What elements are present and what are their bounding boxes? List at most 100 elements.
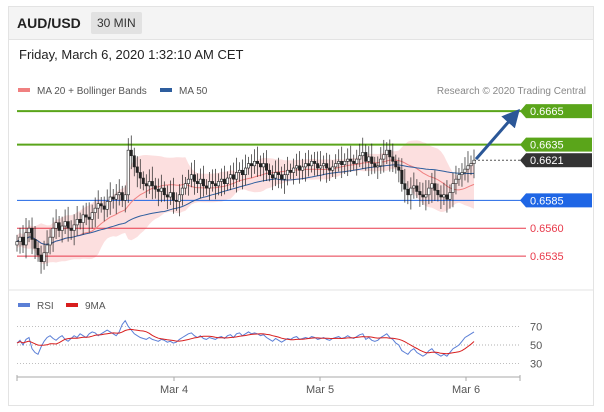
candle-body-141 <box>439 194 443 198</box>
candle-body-87 <box>277 172 281 176</box>
level-label-3: 0.6585 <box>530 195 564 207</box>
candle-body-95 <box>301 166 305 171</box>
candle-body-105 <box>331 166 335 171</box>
symbol-title: AUD/USD <box>17 15 81 31</box>
candle-body-114 <box>358 155 362 160</box>
level-tag-tip-0 <box>520 104 526 119</box>
candle-body-152 <box>472 159 476 164</box>
candle-body-30 <box>105 201 109 210</box>
candle-body-65 <box>210 181 214 184</box>
candle-body-55 <box>180 187 184 196</box>
candle-body-117 <box>367 156 371 162</box>
candle-body-38 <box>129 149 133 157</box>
candle-body-8 <box>39 254 43 262</box>
rsi-legend-swatch-0 <box>18 303 30 307</box>
candle-body-50 <box>165 194 169 198</box>
candle-body-3 <box>24 232 28 246</box>
candle-body-137 <box>427 187 431 196</box>
candle-body-0 <box>15 241 19 246</box>
candle-body-59 <box>192 174 196 182</box>
candle-body-47 <box>156 188 160 192</box>
candle-body-119 <box>373 163 377 168</box>
level-label-1: 0.6635 <box>530 140 564 152</box>
candle-body-77 <box>247 163 251 169</box>
candle-body-98 <box>310 161 314 167</box>
level-tag-1 <box>526 137 592 152</box>
candle-body-54 <box>177 194 181 202</box>
candle-body-25 <box>90 212 94 220</box>
candle-body-32 <box>111 196 115 200</box>
candle-body-23 <box>84 214 88 218</box>
candle-body-128 <box>400 169 404 184</box>
candle-body-71 <box>228 174 232 179</box>
rsi-legend-swatch-1 <box>66 303 78 307</box>
legend-label-1: MA 50 <box>179 86 208 97</box>
candle-body-120 <box>376 165 380 168</box>
candle-body-103 <box>325 163 329 169</box>
x-tick-label-1: Mar 5 <box>306 384 334 396</box>
candle-body-110 <box>346 158 350 162</box>
x-tick-label-0: Mar 4 <box>160 384 188 396</box>
rsi-chart: RSI 9MA 70 50 30 Mar 4 Mar 5 Mar 6 <box>9 289 593 396</box>
candle-body-5 <box>30 227 34 240</box>
candle-body-79 <box>253 161 257 167</box>
candle-body-14 <box>57 222 61 231</box>
candle-body-126 <box>394 161 398 168</box>
chart-header: AUD/USD 30 MIN <box>9 7 593 40</box>
candle-body-20 <box>75 219 79 226</box>
candle-body-53 <box>174 200 178 202</box>
legend-label-0: MA 20 + Bollinger Bands <box>37 86 147 97</box>
candle-body-140 <box>436 190 440 196</box>
candle-body-112 <box>352 161 356 164</box>
candle-body-72 <box>231 174 235 180</box>
rsi-legend-label-1: 9MA <box>85 301 106 312</box>
candle-body-45 <box>150 181 154 187</box>
candle-body-63 <box>204 185 208 189</box>
candle-body-100 <box>316 163 320 169</box>
candle-body-144 <box>448 192 452 200</box>
level-tag-tip-3 <box>520 193 526 208</box>
candle-body-26 <box>93 207 97 213</box>
candle-body-66 <box>213 183 217 187</box>
level-tag-0 <box>526 104 592 119</box>
timestamp: Friday, March 6, 2020 1:32:10 AM CET <box>19 47 244 62</box>
candle-body-52 <box>171 192 175 201</box>
candle-body-85 <box>271 174 275 179</box>
rsi-ma-line <box>16 328 475 355</box>
candle-body-122 <box>382 154 386 160</box>
candle-body-78 <box>250 163 254 167</box>
rsi-line <box>16 319 475 357</box>
candle-body-127 <box>397 166 401 171</box>
candle-body-91 <box>289 169 293 173</box>
candle-body-13 <box>54 222 58 229</box>
candle-body-134 <box>418 191 422 196</box>
rsi-tick-0: 70 <box>530 321 542 333</box>
candle-body-94 <box>298 165 302 171</box>
candle-body-1 <box>18 236 22 242</box>
candle-body-142 <box>442 194 446 198</box>
candle-body-57 <box>186 178 190 184</box>
candle-body-125 <box>391 156 395 162</box>
candle-body-70 <box>225 177 229 184</box>
candle-body-89 <box>283 174 287 180</box>
candle-body-108 <box>340 161 344 165</box>
candle-body-76 <box>244 167 248 176</box>
candle-body-138 <box>430 183 434 189</box>
candle-body-2 <box>21 236 25 246</box>
candle-body-34 <box>117 192 121 196</box>
candle-body-35 <box>120 192 124 201</box>
candle-body-21 <box>78 219 82 223</box>
candle-body-131 <box>409 187 413 196</box>
candle-body-102 <box>322 163 326 167</box>
candle-body-7 <box>36 248 40 256</box>
candle-body-39 <box>132 155 136 168</box>
candle-body-97 <box>307 163 311 167</box>
timeframe-badge[interactable]: 30 MIN <box>91 12 142 34</box>
candle-body-60 <box>195 181 199 184</box>
candle-body-96 <box>304 163 308 168</box>
candle-body-48 <box>159 187 163 192</box>
legend-swatch-1 <box>160 88 172 92</box>
candle-body-11 <box>48 236 52 246</box>
candle-body-74 <box>237 169 241 173</box>
